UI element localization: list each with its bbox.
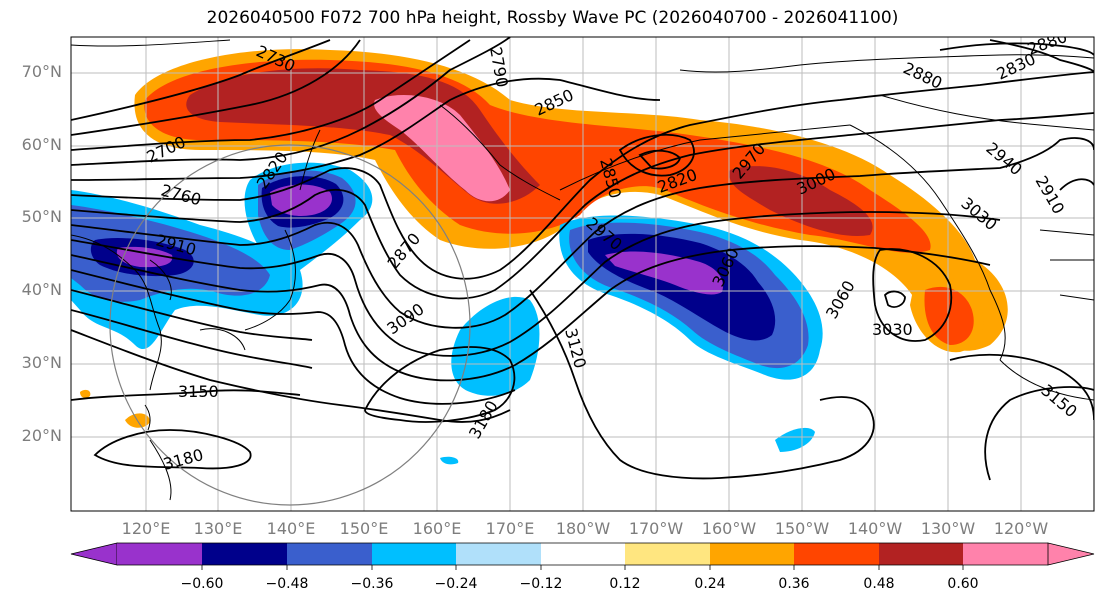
- contour-label: 3150: [178, 382, 219, 401]
- lat-label: 40°N: [21, 280, 62, 299]
- colorbar-segment: [879, 543, 963, 565]
- colorbar-segment: [794, 543, 879, 565]
- lon-label: 130°W: [920, 519, 976, 538]
- colorbar-segment: [202, 543, 287, 565]
- colorbar-segment: [710, 543, 794, 565]
- positive-small-b: [80, 389, 91, 399]
- colorbar-tick-label: 0.12: [609, 576, 641, 592]
- positive-band-east: [729, 166, 873, 236]
- contour-label: 3030: [872, 320, 913, 339]
- lat-label: 50°N: [21, 207, 62, 226]
- colorbar-segment: [963, 543, 1048, 565]
- colorbar-segment: [456, 543, 541, 565]
- lat-label: 60°N: [21, 135, 62, 154]
- positive-coast-red: [924, 286, 974, 345]
- colorbar-tick-label: −0.12: [519, 576, 563, 592]
- positive-band-pink: [374, 95, 510, 202]
- lat-label: 70°N: [21, 62, 62, 81]
- negative-pacific-core: [605, 251, 724, 295]
- lon-label: 160°W: [701, 519, 757, 538]
- lon-label: 150°W: [774, 519, 830, 538]
- height-contours: [71, 37, 1094, 481]
- colorbar-tick-label: −0.24: [434, 576, 478, 592]
- colorbar-segment: [117, 543, 202, 565]
- colorbar-tick-label: 0.24: [694, 576, 726, 592]
- lon-label: 180°W: [555, 519, 611, 538]
- negative-subtropic-light3: [440, 456, 459, 465]
- lon-label: 120°W: [993, 519, 1049, 538]
- colorbar-segment: [372, 543, 456, 565]
- lat-label: 20°N: [21, 426, 62, 445]
- coastlines: [71, 39, 1094, 501]
- lon-label: 160°E: [412, 519, 462, 538]
- lon-label: 150°E: [339, 519, 389, 538]
- map-title: 2026040500 F072 700 hPa height, Rossby W…: [206, 8, 899, 28]
- lon-label: 170°E: [485, 519, 535, 538]
- lon-label: 130°E: [193, 519, 243, 538]
- map-frame: [70, 36, 1095, 512]
- colorbar-segment: [287, 543, 372, 565]
- lon-label: 120°E: [121, 519, 171, 538]
- colorbar-segment: [625, 543, 710, 565]
- reference-circle: [109, 144, 471, 506]
- lon-label: 170°W: [628, 519, 684, 538]
- lon-label: 140°W: [847, 519, 903, 538]
- colorbar-tick-label: −0.48: [265, 576, 309, 592]
- colorbar-tick-label: −0.60: [180, 576, 224, 592]
- negative-west-core: [116, 246, 173, 268]
- lat-label: 30°N: [21, 353, 62, 372]
- negative-subtropic-light: [451, 296, 540, 396]
- colorbar-min-arrow: [70, 542, 118, 566]
- lon-label: 140°E: [266, 519, 316, 538]
- negative-japan-core: [270, 184, 332, 216]
- colorbar-tick-label: 0.48: [863, 576, 895, 592]
- negative-subtropic-light2: [775, 427, 815, 452]
- colorbar-tick-label: 0.60: [947, 576, 979, 592]
- colorbar-segment: [541, 543, 625, 565]
- colorbar-tick-label: −0.36: [350, 576, 394, 592]
- colorbar-tick-label: 0.36: [778, 576, 810, 592]
- colorbar-max-arrow: [1047, 542, 1095, 566]
- colorbar: [70, 542, 1095, 570]
